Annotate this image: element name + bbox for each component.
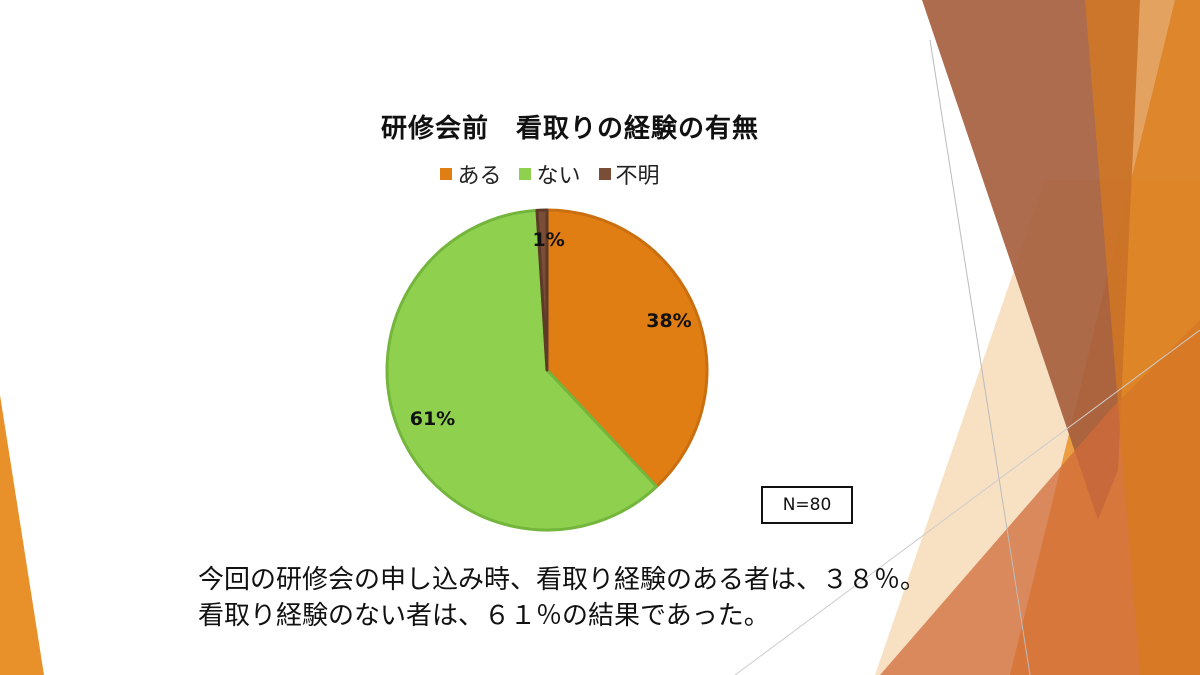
caption: 今回の研修会の申し込み時、看取り経験のある者は、３８％。 看取り経験のない者は、… [198,562,1078,634]
chart-title: 研修会前 看取りの経験の有無 [380,114,759,144]
data-label-aru: 38% [646,310,691,332]
legend-swatch-fumei [598,168,611,180]
thin-line-1 [929,39,1031,675]
chart-legend: ある ない 不明 [400,158,700,190]
legend-label-aru: ある [457,164,502,189]
data-label-nai: 61% [410,408,455,430]
pie-slice-aru [545,208,709,489]
legend-item-nai: ない [519,158,581,190]
legend-label-fumei: 不明 [615,164,660,189]
legend-label-nai: ない [536,164,581,189]
right-panel-dark-orange [1085,0,1200,675]
legend-item-fumei: 不明 [598,158,660,190]
legend-swatch-nai [519,168,532,180]
thin-line-2 [734,329,1200,675]
pie-slice-fumei [535,208,549,372]
data-label-fumei: 1% [533,229,565,251]
legend-swatch-aru [440,168,453,180]
pie-slice-nai [385,208,659,532]
caption-line-1: 今回の研修会の申し込み時、看取り経験のある者は、３８％。 [198,565,927,595]
right-panel-brown [922,0,1140,520]
legend-item-aru: ある [440,158,501,190]
sample-size-box: N=80 [761,486,853,524]
left-edge-stripe [0,395,44,675]
caption-line-2: 看取り経験のない者は、６１％の結果であった。 [198,601,770,631]
